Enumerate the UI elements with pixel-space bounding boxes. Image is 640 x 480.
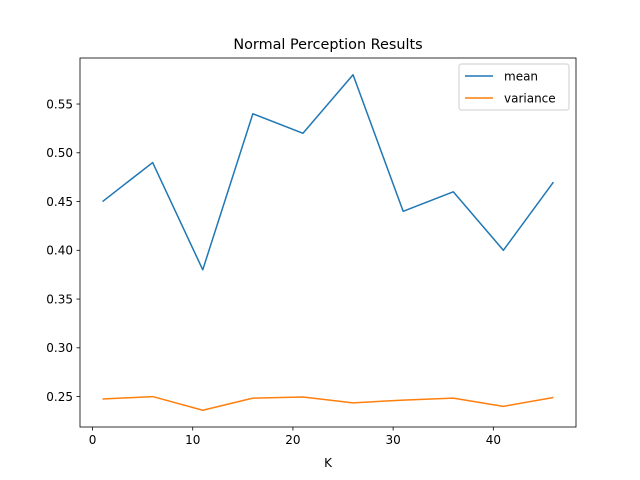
series-line-variance (102, 395, 554, 411)
legend: mean variance (458, 63, 570, 111)
y-tick-label: 0.50 (46, 146, 73, 160)
y-tick-label: 0.55 (46, 97, 73, 111)
x-tick-label: 20 (285, 433, 300, 447)
x-tick-label: 30 (385, 433, 400, 447)
x-tick-label: 40 (486, 433, 501, 447)
y-tick-label: 0.35 (46, 292, 73, 306)
y-tick-label: 0.25 (46, 390, 73, 404)
plot-area: 0 10 20 30 40 0.25 0.30 0.35 0.40 0.45 0.50 0.55 (46, 57, 577, 447)
x-tick-label: 0 (89, 433, 97, 447)
series-line-mean (102, 74, 555, 271)
axes-frame (79, 57, 577, 428)
y-tick-label: 0.30 (46, 341, 73, 355)
x-axis-label: K (324, 456, 333, 470)
chart-title: Normal Perception Results (233, 37, 422, 53)
legend-label: mean (504, 69, 538, 83)
legend-label: variance (504, 91, 556, 105)
y-tick-label: 0.40 (46, 244, 73, 258)
x-tick-label: 10 (185, 433, 200, 447)
y-tick-label: 0.45 (46, 195, 73, 209)
